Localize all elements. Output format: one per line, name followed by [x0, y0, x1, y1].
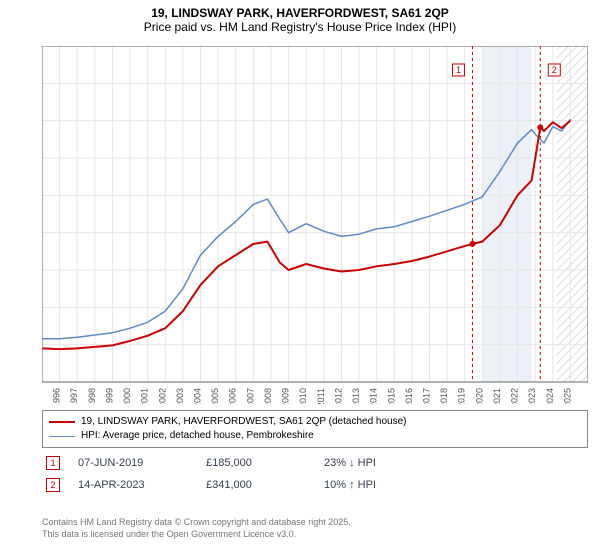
figure-container: 19, LINDSWAY PARK, HAVERFORDWEST, SA61 2… — [0, 0, 600, 560]
legend-swatch-hpi — [49, 436, 75, 437]
svg-text:2021: 2021 — [492, 388, 502, 404]
svg-text:1998: 1998 — [87, 388, 97, 404]
svg-text:2023: 2023 — [527, 388, 537, 404]
marker-price-1: £185,000 — [206, 457, 306, 469]
title-subtitle: Price paid vs. HM Land Registry's House … — [0, 20, 600, 34]
svg-text:2001: 2001 — [140, 388, 150, 404]
svg-text:2012: 2012 — [333, 388, 343, 404]
svg-text:2007: 2007 — [245, 388, 255, 404]
svg-text:2002: 2002 — [157, 388, 167, 404]
svg-text:2017: 2017 — [421, 388, 431, 404]
svg-text:2011: 2011 — [316, 388, 326, 404]
svg-text:2016: 2016 — [404, 388, 414, 404]
title-block: 19, LINDSWAY PARK, HAVERFORDWEST, SA61 2… — [0, 0, 600, 36]
attribution-line1: Contains HM Land Registry data © Crown c… — [42, 516, 588, 528]
svg-text:2015: 2015 — [386, 388, 396, 404]
marker-delta-2: 10% ↑ HPI — [324, 479, 376, 491]
svg-text:2018: 2018 — [439, 388, 449, 404]
legend-label-property: 19, LINDSWAY PARK, HAVERFORDWEST, SA61 2… — [81, 415, 407, 429]
svg-text:2010: 2010 — [298, 388, 308, 404]
svg-text:2003: 2003 — [175, 388, 185, 404]
svg-text:1996: 1996 — [52, 388, 62, 404]
svg-text:1999: 1999 — [104, 388, 114, 404]
svg-text:2000: 2000 — [122, 388, 132, 404]
legend-item-property: 19, LINDSWAY PARK, HAVERFORDWEST, SA61 2… — [49, 415, 581, 429]
svg-text:2024: 2024 — [545, 388, 555, 404]
svg-text:1: 1 — [456, 65, 461, 75]
svg-text:2005: 2005 — [210, 388, 220, 404]
svg-text:2: 2 — [552, 65, 557, 75]
svg-text:2020: 2020 — [474, 388, 484, 404]
marker-date-1: 07-JUN-2019 — [78, 457, 188, 469]
svg-text:1995: 1995 — [42, 388, 44, 404]
marker-badge-2: 2 — [46, 478, 60, 492]
sale-markers-table: 1 07-JUN-2019 £185,000 23% ↓ HPI 2 14-AP… — [42, 452, 588, 496]
title-address: 19, LINDSWAY PARK, HAVERFORDWEST, SA61 2… — [0, 6, 600, 20]
marker-row-2: 2 14-APR-2023 £341,000 10% ↑ HPI — [42, 474, 588, 496]
marker-badge-1: 1 — [46, 456, 60, 470]
marker-row-1: 1 07-JUN-2019 £185,000 23% ↓ HPI — [42, 452, 588, 474]
svg-text:1997: 1997 — [69, 388, 79, 404]
marker-delta-1: 23% ↓ HPI — [324, 457, 376, 469]
svg-text:2008: 2008 — [263, 388, 273, 404]
attribution-line2: This data is licensed under the Open Gov… — [42, 528, 588, 540]
legend-swatch-property — [49, 421, 75, 423]
svg-text:2009: 2009 — [281, 388, 291, 404]
marker-date-2: 14-APR-2023 — [78, 479, 188, 491]
svg-text:2014: 2014 — [369, 388, 379, 404]
legend-box: 19, LINDSWAY PARK, HAVERFORDWEST, SA61 2… — [42, 410, 588, 448]
attribution-block: Contains HM Land Registry data © Crown c… — [42, 516, 588, 540]
svg-text:2013: 2013 — [351, 388, 361, 404]
svg-text:2022: 2022 — [510, 388, 520, 404]
svg-text:2025: 2025 — [562, 388, 572, 404]
svg-text:2006: 2006 — [228, 388, 238, 404]
price-chart: £0£50K£100K£150K£200K£250K£300K£350K£400… — [42, 46, 588, 404]
svg-text:2004: 2004 — [193, 388, 203, 404]
svg-text:2019: 2019 — [457, 388, 467, 404]
marker-price-2: £341,000 — [206, 479, 306, 491]
legend-item-hpi: HPI: Average price, detached house, Pemb… — [49, 429, 581, 443]
legend-label-hpi: HPI: Average price, detached house, Pemb… — [81, 429, 314, 443]
